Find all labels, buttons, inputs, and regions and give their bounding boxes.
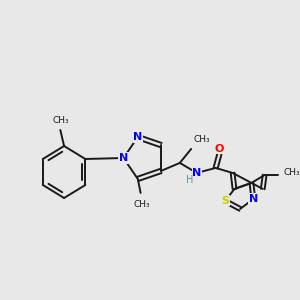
Text: S: S	[221, 196, 229, 206]
Text: N: N	[249, 194, 258, 204]
Text: N: N	[119, 153, 128, 163]
Text: CH₃: CH₃	[284, 168, 300, 177]
Text: H: H	[186, 175, 193, 185]
Text: CH₃: CH₃	[194, 135, 211, 144]
Text: N: N	[192, 168, 201, 178]
Text: CH₃: CH₃	[52, 116, 69, 125]
Text: O: O	[215, 144, 224, 154]
Text: CH₃: CH₃	[133, 200, 150, 209]
Text: N: N	[133, 132, 142, 142]
